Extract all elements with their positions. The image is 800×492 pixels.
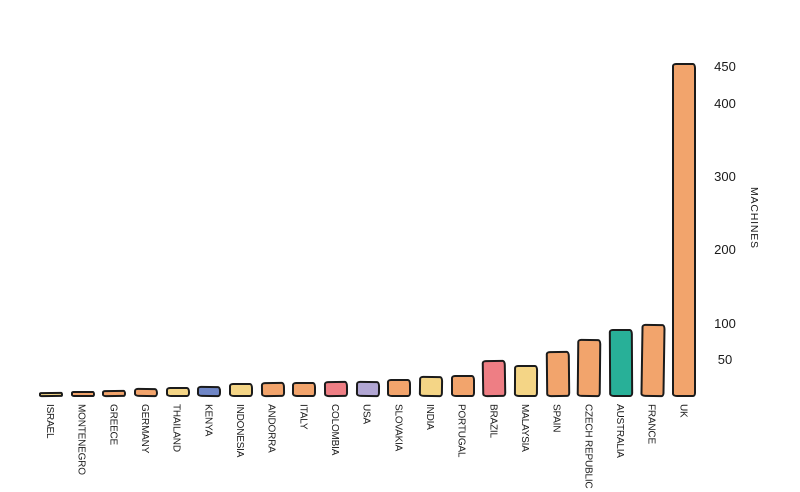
x-tick-label-usa: USA	[360, 404, 372, 424]
bar-montenegro	[70, 391, 95, 398]
bar-thailand	[165, 387, 190, 398]
x-tick-label-thailand: THAILAND	[170, 404, 182, 452]
bar-slovakia	[387, 378, 412, 398]
x-tick-label-indonesia: INDONESIA	[233, 404, 245, 458]
bar-kenya	[197, 385, 222, 398]
y-tick-label-300: 300	[714, 169, 736, 185]
x-tick-label-czech-republic: CZECH REPUBLIC	[582, 404, 594, 489]
bar-greece	[102, 389, 127, 398]
x-tick-label-slovakia: SLOVAKIA	[392, 404, 404, 452]
bar-france	[640, 324, 666, 398]
x-tick-label-andorra: ANDORRA	[265, 404, 277, 453]
x-tick-label-france: FRANCE	[645, 404, 657, 444]
x-tick-label-india: INDIA	[423, 404, 435, 430]
bar-israel	[38, 391, 64, 398]
x-tick-label-malaysia: MALAYSIA	[518, 404, 530, 452]
y-axis-title-text: MACHINES	[748, 187, 760, 249]
bar-italy	[292, 382, 317, 398]
bar-colombia	[323, 380, 349, 398]
x-tick-label-colombia: COLOMBIA	[328, 404, 340, 456]
bar-australia	[608, 328, 634, 398]
x-tick-label-kenya: KENYA	[202, 404, 214, 437]
x-tick-label-australia: AUSTRALIA	[613, 404, 625, 458]
bar-portugal	[450, 375, 475, 397]
bar-uk	[672, 63, 697, 397]
x-tick-label-brazil: BRAZIL	[487, 404, 499, 438]
x-tick-label-israel: ISRAEL	[44, 404, 55, 439]
x-tick-label-montenegro: MONTENEGRO	[75, 404, 87, 475]
bar-germany	[133, 388, 159, 398]
x-tick-label-greece: GREECE	[107, 404, 119, 446]
bar-malaysia	[513, 364, 539, 398]
bar-indonesia	[228, 383, 253, 397]
bar-czech-republic	[576, 338, 602, 398]
y-tick-label-50: 50	[717, 352, 733, 368]
x-tick-label-italy: ITALY	[297, 404, 309, 430]
bar-andorra	[260, 381, 285, 398]
bar-india	[418, 376, 444, 398]
x-tick-label-germany: GERMANY	[138, 404, 150, 454]
x-tick-label-portugal: PORTUGAL	[455, 404, 467, 458]
x-tick-label-uk: UK	[677, 404, 689, 418]
x-tick-label-spain: SPAIN	[550, 404, 562, 433]
y-axis-title: MACHINES	[745, 0, 763, 436]
bar-spain	[545, 350, 570, 398]
y-tick-label-400: 400	[714, 95, 736, 111]
bar-brazil	[482, 360, 507, 398]
y-tick-label-200: 200	[714, 242, 736, 258]
y-tick-label-100: 100	[714, 315, 736, 331]
y-tick-label-450: 450	[714, 59, 736, 75]
bar-usa	[355, 380, 380, 398]
